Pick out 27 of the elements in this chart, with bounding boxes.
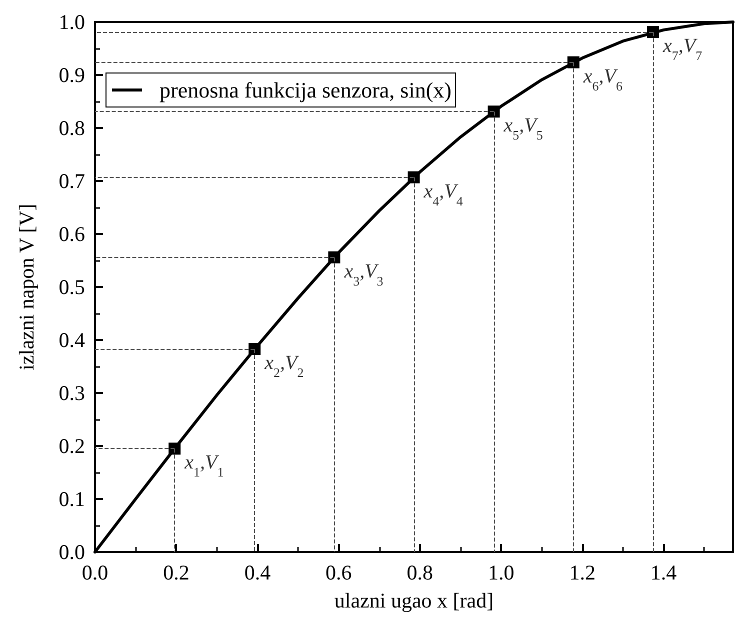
point [248,343,261,356]
x-tick-label: 0.4 [244,560,272,584]
point [488,106,500,118]
point [168,442,181,455]
y-tick-label: 0.5 [58,275,85,299]
y-tick-label: 1.0 [58,10,85,34]
x-tick-label: 1.0 [488,560,514,584]
y-axis-title: izlazni napon V [V] [14,204,38,370]
y-tick-label: 0.7 [58,169,85,193]
x-tick-label: 1.2 [569,560,596,584]
x-axis-title: ulazni ugao x [rad] [334,588,494,612]
point [408,171,420,184]
y-tick-label: 0.6 [58,222,85,246]
x-tick-label: 0.8 [406,560,434,584]
y-tick-label: 0.1 [58,487,85,511]
y-tick-label: 0.4 [58,328,86,352]
point [646,26,659,38]
legend-label: prenosna funkcija senzora, sin(x) [160,78,452,102]
point [328,251,340,264]
y-tick-label: 0.2 [58,434,85,458]
y-tick-label: 0.9 [58,63,85,87]
y-tick-label: 0.8 [58,116,85,140]
x-tick-label: 0.6 [326,560,352,584]
point [567,56,580,68]
y-tick-label: 0.3 [58,381,85,405]
x-tick-label: 1.4 [650,560,678,584]
x-tick-label: 0.2 [163,560,190,584]
